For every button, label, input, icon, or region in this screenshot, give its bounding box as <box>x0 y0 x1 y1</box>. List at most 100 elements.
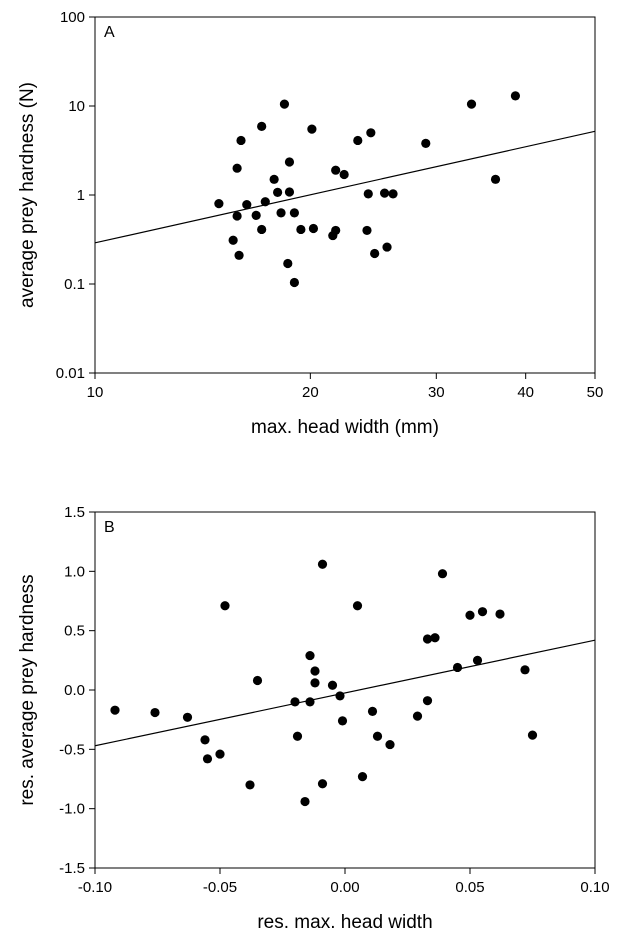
data-point <box>422 696 433 706</box>
y-tick-label: 1.5 <box>64 504 85 521</box>
data-point <box>527 730 538 740</box>
plot-frame <box>94 511 596 869</box>
y-tick-label: 0.5 <box>64 623 85 640</box>
data-point <box>308 223 319 234</box>
data-point <box>495 609 505 619</box>
y-tick-label: 0.0 <box>64 682 85 699</box>
data-point <box>232 211 242 221</box>
data-point <box>317 559 328 569</box>
y-tick-label: 100 <box>60 9 85 26</box>
data-point <box>352 601 363 611</box>
y-tick-label: 1.0 <box>64 563 85 580</box>
y-tick-label: -1.5 <box>59 860 85 877</box>
data-point <box>228 235 238 245</box>
x-tick-label: 20 <box>302 384 319 401</box>
data-point <box>245 780 255 790</box>
x-tick-label: -0.10 <box>78 879 112 896</box>
panel-b-chart: -0.10 -0.05 0.00 0.05 0.10 -1.5 -1.0 -0.5 0.0 0.5… <box>17 504 610 933</box>
data-point <box>317 779 328 789</box>
data-point <box>273 187 283 197</box>
data-point <box>363 189 373 199</box>
data-point <box>331 225 341 236</box>
y-tick-label: 10 <box>68 98 85 115</box>
data-point <box>331 165 341 175</box>
data-point <box>215 749 225 759</box>
panel-a-chart: 10 20 30 40 50 0.01 0.1 1 10 100 max. head width (… <box>17 9 603 438</box>
data-point <box>372 731 383 741</box>
x-tick-label: 0.05 <box>455 879 484 896</box>
data-point <box>279 99 290 109</box>
data-point <box>465 610 475 620</box>
data-point <box>327 680 338 690</box>
data-point <box>232 163 242 173</box>
data-point <box>289 208 300 218</box>
y-axis-label: average prey hardness (N) <box>17 82 38 308</box>
x-tick-label: 10 <box>87 384 104 401</box>
data-point <box>202 754 213 764</box>
x-tick-label: 0.00 <box>330 879 359 896</box>
data-point <box>310 666 320 676</box>
plot-frame <box>94 16 596 374</box>
data-point <box>200 735 210 745</box>
y-axis-label: res. average prey hardness <box>17 574 38 805</box>
data-point <box>290 697 300 707</box>
data-point <box>520 665 530 675</box>
data-point <box>257 224 267 235</box>
data-point <box>252 675 263 686</box>
data-point <box>289 277 300 288</box>
data-point <box>437 569 448 579</box>
regression-line <box>95 639 595 747</box>
data-point <box>382 242 392 252</box>
y-tick-label: 0.01 <box>56 365 85 382</box>
regression-line <box>95 130 595 244</box>
data-point <box>490 174 501 184</box>
y-tick-label: 1 <box>77 187 85 204</box>
data-point <box>366 128 376 138</box>
x-tick-label: -0.05 <box>203 879 237 896</box>
data-point <box>269 174 279 184</box>
data-point <box>150 707 160 718</box>
x-tick-label: 30 <box>428 384 445 401</box>
data-point <box>251 210 261 220</box>
panel-label: B <box>104 519 115 536</box>
data-point <box>214 199 224 209</box>
x-tick-label: 40 <box>517 384 534 401</box>
data-point <box>388 189 398 199</box>
data-point <box>236 135 246 146</box>
data-point <box>339 169 349 180</box>
data-point <box>182 712 193 722</box>
data-point <box>220 601 230 611</box>
data-point <box>370 248 380 259</box>
data-point <box>367 706 378 716</box>
data-point <box>472 655 483 665</box>
x-axis-label: res. max. head width <box>257 912 432 933</box>
data-point <box>452 662 463 673</box>
y-tick-label: -1.0 <box>59 801 85 818</box>
data-point <box>305 697 315 707</box>
data-point <box>430 633 440 643</box>
data-point <box>466 99 477 109</box>
data-point <box>292 731 303 741</box>
data-point <box>385 739 395 750</box>
y-tick-label: -0.5 <box>59 741 85 758</box>
data-point <box>296 224 306 235</box>
data-point <box>477 607 488 617</box>
data-point <box>110 705 120 715</box>
data-point <box>276 208 286 218</box>
data-point <box>422 634 433 644</box>
x-tick-label: 50 <box>587 384 604 401</box>
data-point <box>234 250 244 260</box>
data-point <box>412 711 423 721</box>
data-point <box>283 258 293 269</box>
data-point <box>335 691 345 701</box>
data-point <box>421 138 431 148</box>
data-point <box>310 678 320 688</box>
data-point <box>284 187 295 197</box>
data-point <box>353 135 363 146</box>
data-point <box>307 124 317 134</box>
data-point <box>510 91 521 101</box>
data-point <box>242 200 252 210</box>
data-point <box>337 716 348 726</box>
data-point <box>257 121 267 131</box>
